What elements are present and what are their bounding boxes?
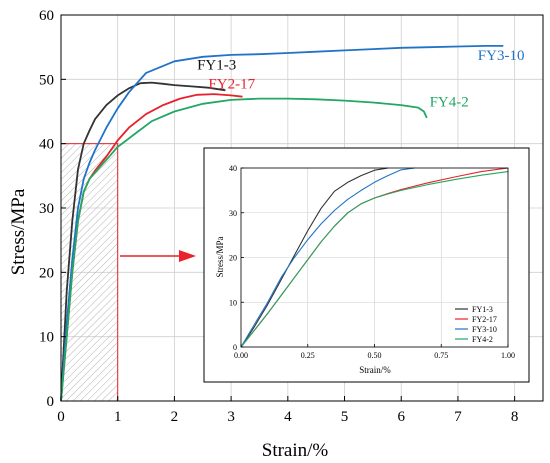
main-x-tick-label: 7 bbox=[454, 409, 462, 425]
main-x-tick-label: 6 bbox=[397, 409, 405, 425]
inset-y-tick-label: 20 bbox=[229, 254, 237, 263]
main-series-label-fy3-10: FY3-10 bbox=[478, 48, 525, 64]
inset-legend-label: FY4-2 bbox=[472, 335, 493, 344]
main-series-labels: FY1-3 FY2-17 FY3-10 FY4-2 bbox=[197, 48, 524, 110]
main-y-axis-label: Stress/MPa bbox=[8, 188, 29, 275]
main-x-tick-label: 3 bbox=[227, 409, 235, 425]
main-series-fy4-2-line bbox=[60, 97, 428, 402]
main-x-axis-label: Strain/% bbox=[262, 440, 329, 461]
inset-y-axis-label: Stress/MPa bbox=[215, 236, 225, 277]
zoom-arrow bbox=[120, 250, 196, 262]
main-y-tick-label: 30 bbox=[39, 201, 54, 217]
inset-y-tick-label: 40 bbox=[229, 164, 237, 173]
inset-legend-label: FY1-3 bbox=[472, 305, 493, 314]
main-y-tick-label: 20 bbox=[39, 265, 54, 281]
main-series-fy3-10-line bbox=[60, 45, 504, 402]
inset-series-lines bbox=[240, 167, 509, 348]
inset-y-tick-label: 10 bbox=[229, 298, 237, 307]
main-y-tick-label: 0 bbox=[47, 394, 55, 410]
inset-y-tick-label: 0 bbox=[233, 343, 237, 352]
inset-axis-ticks: 0.00 0.25 0.50 0.75 1.00 0 10 20 30 40 bbox=[229, 164, 515, 360]
main-y-tick-label: 60 bbox=[39, 8, 54, 24]
main-series-lines bbox=[60, 45, 504, 402]
main-series-fy1-3-line bbox=[60, 81, 226, 402]
main-x-tick-label: 4 bbox=[284, 409, 292, 425]
inset-x-tick-label: 0.00 bbox=[234, 351, 248, 360]
inset-series-fy3-10-line bbox=[240, 167, 415, 348]
main-x-tick-label: 2 bbox=[171, 409, 179, 425]
inset-x-tick-label: 0.50 bbox=[368, 351, 382, 360]
main-axis-ticks: 0 1 2 3 4 5 6 7 8 0 10 20 30 40 50 60 bbox=[39, 8, 518, 425]
inset-y-tick-label: 30 bbox=[229, 209, 237, 218]
main-series-label-fy1-3: FY1-3 bbox=[197, 58, 236, 74]
main-x-tick-label: 1 bbox=[114, 409, 122, 425]
inset-legend-label: FY2-17 bbox=[472, 315, 497, 324]
main-series-label-fy2-17: FY2-17 bbox=[208, 76, 255, 92]
inset-x-axis-label: Strain/% bbox=[359, 365, 391, 375]
zoom-arrow-head bbox=[179, 250, 196, 262]
inset-legend-label: FY3-10 bbox=[472, 325, 497, 334]
inset-x-tick-label: 0.25 bbox=[301, 351, 315, 360]
inset-series-fy4-2-line bbox=[240, 171, 509, 348]
zoom-highlight-region bbox=[60, 143, 119, 402]
main-y-tick-label: 40 bbox=[39, 137, 54, 153]
main-x-tick-label: 5 bbox=[341, 409, 349, 425]
inset-series-fy1-3-line bbox=[240, 167, 388, 348]
main-y-tick-label: 10 bbox=[39, 330, 54, 346]
main-y-tick-label: 50 bbox=[39, 72, 54, 88]
inset-x-tick-label: 1.00 bbox=[501, 351, 515, 360]
main-x-tick-label: 8 bbox=[511, 409, 519, 425]
main-series-label-fy4-2: FY4-2 bbox=[430, 94, 469, 110]
inset-x-tick-label: 0.75 bbox=[434, 351, 448, 360]
main-x-tick-label: 0 bbox=[57, 409, 65, 425]
